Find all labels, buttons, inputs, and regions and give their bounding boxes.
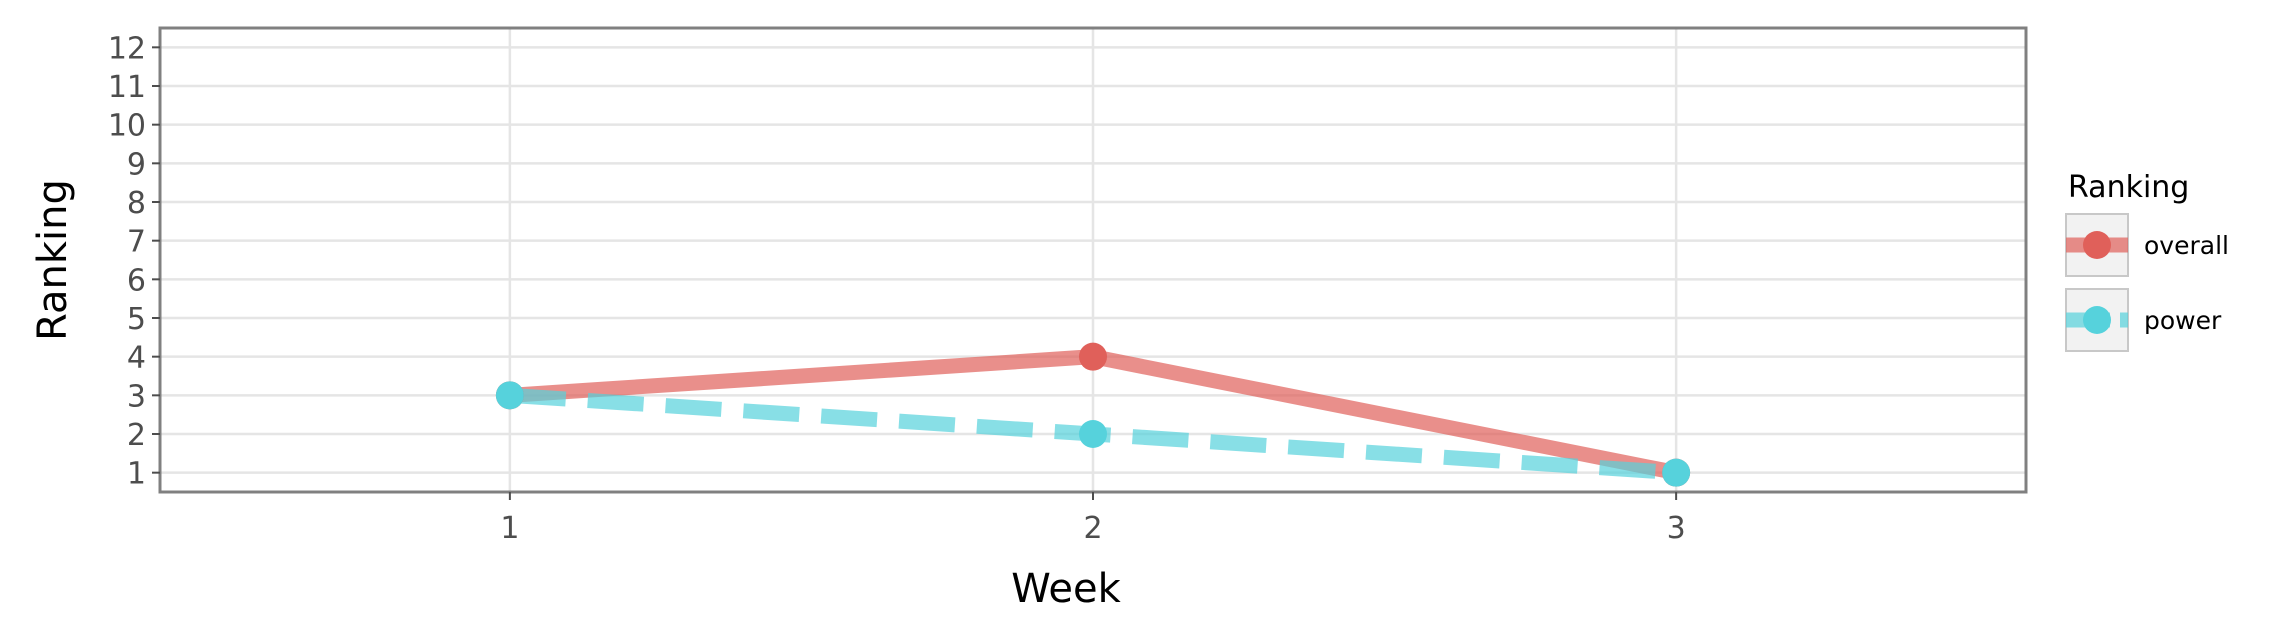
- y-tick-label: 12: [108, 31, 146, 66]
- legend-item-overall: overall: [2065, 213, 2229, 277]
- y-tick-label: 4: [127, 341, 146, 376]
- y-tick-label: 1: [127, 457, 146, 492]
- data-point-power-week-1: [495, 381, 524, 410]
- y-tick-label: 10: [108, 109, 146, 144]
- y-tick-label: 6: [127, 263, 146, 298]
- y-tick-label: 8: [127, 186, 146, 221]
- x-tick-label: 3: [1667, 511, 1686, 546]
- y-tick-label: 2: [127, 418, 146, 453]
- y-tick-label: 3: [127, 379, 146, 414]
- x-tick-label: 1: [500, 511, 519, 546]
- legend-key-point: [2083, 306, 2111, 334]
- x-tick-label: 2: [1083, 511, 1102, 546]
- legend-items: overall power: [2065, 213, 2229, 352]
- data-point-power-week-2: [1079, 420, 1107, 448]
- y-tick-label: 9: [127, 147, 146, 182]
- data-point-overall-week-2: [1079, 342, 1107, 371]
- legend-title: Ranking: [2068, 170, 2189, 205]
- legend-key-point: [2083, 231, 2111, 259]
- y-tick-label: 7: [127, 225, 146, 260]
- legend-label: overall: [2144, 231, 2229, 260]
- y-tick-label: 5: [127, 302, 146, 337]
- y-axis-title: Ranking: [30, 179, 76, 341]
- legend-item-power: power: [2065, 288, 2222, 352]
- data-point-power-week-3: [1662, 458, 1691, 487]
- grid-lines: [160, 28, 2026, 492]
- series-layer: [495, 342, 1691, 487]
- x-axis-title: Week: [1011, 566, 1121, 612]
- legend: Ranking overall power: [2065, 170, 2229, 352]
- legend-label: power: [2144, 306, 2222, 335]
- y-tick-label: 11: [108, 70, 146, 105]
